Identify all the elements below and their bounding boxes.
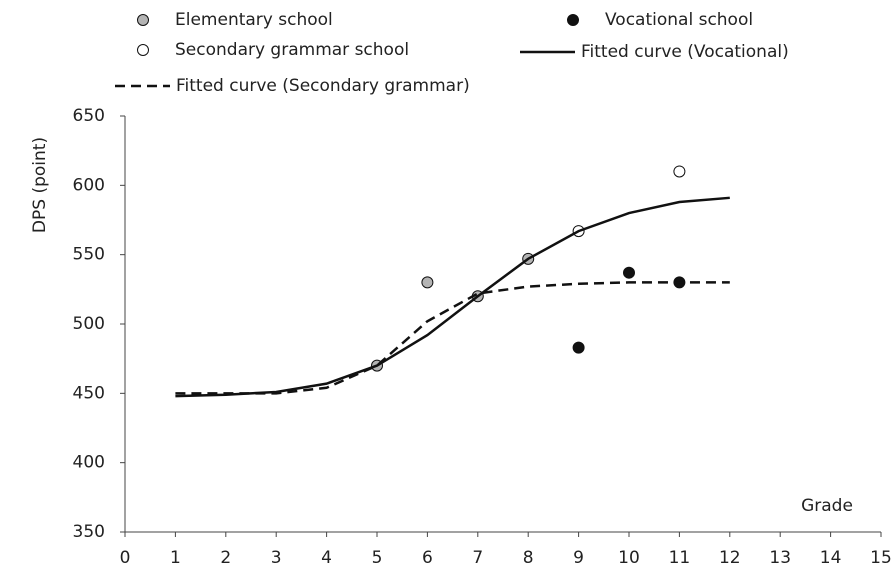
legend-marker xyxy=(137,14,149,26)
x-tick-label: 8 xyxy=(523,548,534,568)
x-tick-label: 14 xyxy=(820,548,842,568)
x-tick-label: 15 xyxy=(870,548,892,568)
legend-label: Secondary grammar school xyxy=(175,40,409,60)
x-tick-label: 1 xyxy=(170,548,181,568)
x-tick-label: 13 xyxy=(769,548,791,568)
x-tick-label: 10 xyxy=(618,548,640,568)
legend-label: Vocational school xyxy=(605,10,753,30)
legend-label: Elementary school xyxy=(175,10,333,30)
y-axis-label: DPS (point) xyxy=(30,137,50,233)
data-point xyxy=(572,341,585,354)
x-tick-label: 4 xyxy=(321,548,332,568)
x-tick-label: 3 xyxy=(271,548,282,568)
y-tick-label: 500 xyxy=(73,314,105,334)
legend-marker xyxy=(137,44,149,56)
x-tick-label: 11 xyxy=(669,548,691,568)
x-tick-label: 6 xyxy=(422,548,433,568)
fitted-curve xyxy=(175,281,730,395)
data-point xyxy=(673,165,686,178)
y-tick-label: 600 xyxy=(73,175,105,195)
x-tick-label: 9 xyxy=(573,548,584,568)
legend-label: Fitted curve (Secondary grammar) xyxy=(176,76,470,96)
legend-label: Fitted curve (Vocational) xyxy=(581,42,789,62)
x-tick-label: 0 xyxy=(120,548,131,568)
x-axis-label: Grade xyxy=(801,496,853,516)
data-point xyxy=(421,276,434,289)
data-point xyxy=(623,266,635,279)
x-tick-label: 2 xyxy=(220,548,231,568)
x-tick-label: 5 xyxy=(372,548,383,568)
y-tick-label: 450 xyxy=(73,383,105,403)
y-tick-label: 400 xyxy=(73,453,105,473)
y-tick-label: 650 xyxy=(73,106,105,126)
fitted-curve xyxy=(175,196,730,398)
x-tick-label: 12 xyxy=(719,548,741,568)
y-tick-label: 550 xyxy=(73,245,105,265)
y-tick-label: 350 xyxy=(73,522,105,542)
x-tick-label: 7 xyxy=(472,548,483,568)
legend-marker xyxy=(567,14,579,26)
